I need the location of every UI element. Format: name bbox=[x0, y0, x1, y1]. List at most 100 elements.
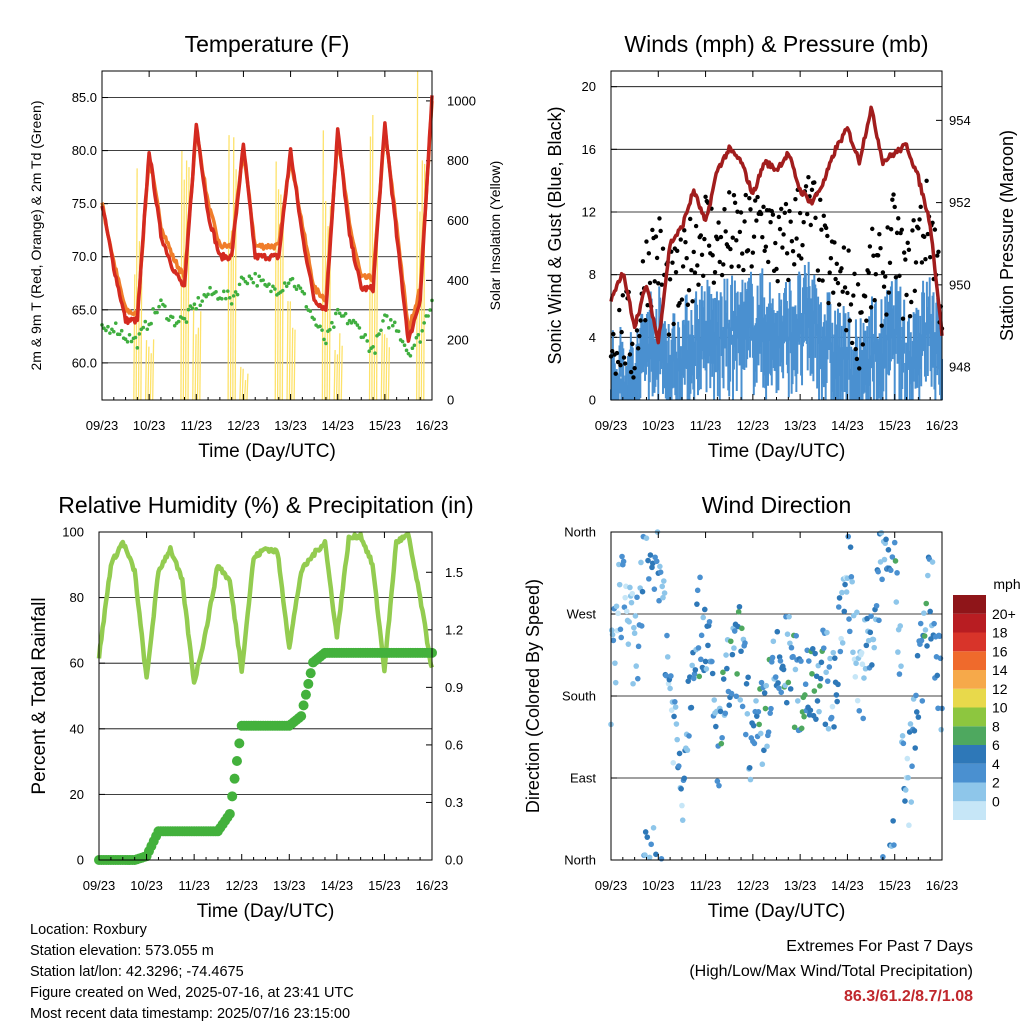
direction-point bbox=[834, 698, 840, 705]
direction-point bbox=[931, 620, 937, 627]
gust-point bbox=[647, 280, 653, 286]
y-tick-label: 70.0 bbox=[72, 249, 97, 264]
x-tick-label: 12/23 bbox=[737, 418, 770, 433]
solar-insolation-line bbox=[180, 150, 183, 401]
panel-title: Relative Humidity (%) & Precipitation (i… bbox=[58, 492, 473, 518]
gust-point bbox=[799, 256, 804, 261]
gust-point bbox=[922, 234, 927, 240]
gust-point bbox=[736, 264, 741, 269]
gust-point bbox=[738, 210, 744, 215]
gust-point bbox=[723, 229, 728, 234]
gust-point bbox=[617, 307, 622, 313]
direction-point bbox=[742, 640, 748, 646]
gust-point bbox=[840, 289, 845, 294]
gust-point bbox=[618, 362, 623, 368]
direction-point bbox=[744, 711, 751, 717]
x-tick-label: 10/23 bbox=[133, 418, 166, 433]
dewpoint-point bbox=[379, 328, 383, 333]
direction-point bbox=[657, 563, 663, 570]
direction-point bbox=[731, 628, 738, 634]
gust-point bbox=[755, 194, 760, 200]
extremes-subtitle: (High/Low/Max Wind/Total Precipitation) bbox=[689, 963, 973, 980]
x-tick-label: 13/23 bbox=[274, 418, 307, 433]
gust-point bbox=[635, 346, 641, 351]
gust-point bbox=[904, 292, 909, 298]
dewpoint-point bbox=[294, 287, 299, 292]
dewpoint-point bbox=[129, 339, 134, 344]
gust-point bbox=[715, 236, 720, 242]
solar-insolation-line bbox=[135, 168, 138, 401]
direction-point bbox=[736, 603, 743, 610]
x-tick-label: 11/23 bbox=[178, 878, 210, 893]
y-tick-label: 100 bbox=[62, 525, 84, 540]
dewpoint-point bbox=[135, 346, 140, 350]
dewpoint-point bbox=[223, 296, 228, 301]
gust-point bbox=[808, 222, 813, 228]
x-tick-label: 15/23 bbox=[369, 418, 402, 433]
direction-point bbox=[619, 553, 625, 560]
x-tick-label: 14/23 bbox=[831, 878, 864, 893]
x-tick-label: 12/23 bbox=[737, 878, 770, 893]
direction-point bbox=[875, 568, 881, 575]
gust-point bbox=[653, 234, 659, 239]
gust-point bbox=[821, 213, 826, 218]
direction-point bbox=[869, 662, 875, 668]
gust-point bbox=[911, 218, 916, 223]
gust-point bbox=[800, 242, 805, 248]
gust-point bbox=[841, 245, 847, 250]
direction-point bbox=[735, 609, 742, 615]
legend-title: mph bbox=[993, 576, 1020, 592]
y2-tick-label: 0.3 bbox=[445, 795, 463, 810]
dewpoint-point bbox=[334, 311, 338, 316]
gust-point bbox=[631, 375, 636, 380]
direction-point bbox=[904, 755, 911, 762]
gust-point bbox=[698, 233, 704, 238]
y-tick-label: 0 bbox=[77, 853, 84, 868]
x-tick-label: 11/23 bbox=[180, 418, 212, 433]
gust-point bbox=[656, 281, 661, 286]
direction-point bbox=[890, 818, 896, 824]
dewpoint-point bbox=[267, 282, 271, 287]
gust-point bbox=[650, 227, 655, 233]
solar-insolation-line bbox=[194, 334, 197, 401]
direction-point bbox=[787, 686, 794, 692]
x-tick-label: 16/23 bbox=[926, 418, 959, 433]
direction-point bbox=[627, 584, 633, 591]
dewpoint-point bbox=[251, 280, 256, 285]
dewpoint-point bbox=[141, 325, 146, 330]
x-tick-label: 14/23 bbox=[831, 418, 864, 433]
direction-point bbox=[801, 713, 807, 720]
legend-swatch bbox=[953, 707, 986, 727]
gust-point bbox=[719, 272, 725, 278]
direction-point bbox=[709, 670, 716, 677]
direction-point bbox=[634, 594, 640, 601]
gust-point bbox=[909, 299, 914, 305]
dewpoint-point bbox=[167, 318, 171, 322]
gust-point bbox=[820, 278, 825, 283]
gust-point bbox=[851, 293, 856, 298]
dewpoint-point bbox=[184, 320, 189, 324]
legend-label: 8 bbox=[992, 718, 1000, 734]
solar-insolation-line bbox=[340, 345, 343, 401]
direction-point bbox=[726, 702, 733, 708]
direction-point bbox=[756, 721, 762, 728]
x-tick-label: 09/23 bbox=[595, 418, 628, 433]
y2-tick-label: 0.6 bbox=[445, 737, 463, 752]
direction-point bbox=[739, 703, 746, 710]
gust-point bbox=[784, 251, 790, 256]
dewpoint-point bbox=[214, 290, 218, 294]
direction-point bbox=[772, 674, 779, 680]
legend-label: 2 bbox=[992, 775, 1000, 791]
dewpoint-point bbox=[304, 305, 309, 309]
direction-point bbox=[770, 638, 777, 645]
solar-insolation-line bbox=[383, 334, 386, 401]
gust-point bbox=[770, 212, 776, 217]
direction-point bbox=[867, 629, 874, 636]
gust-point bbox=[867, 244, 873, 249]
direction-point bbox=[647, 552, 654, 558]
direction-point bbox=[919, 698, 926, 704]
gust-point bbox=[903, 257, 908, 262]
direction-point bbox=[914, 652, 921, 659]
direction-point bbox=[673, 721, 680, 727]
direction-point bbox=[671, 713, 677, 720]
